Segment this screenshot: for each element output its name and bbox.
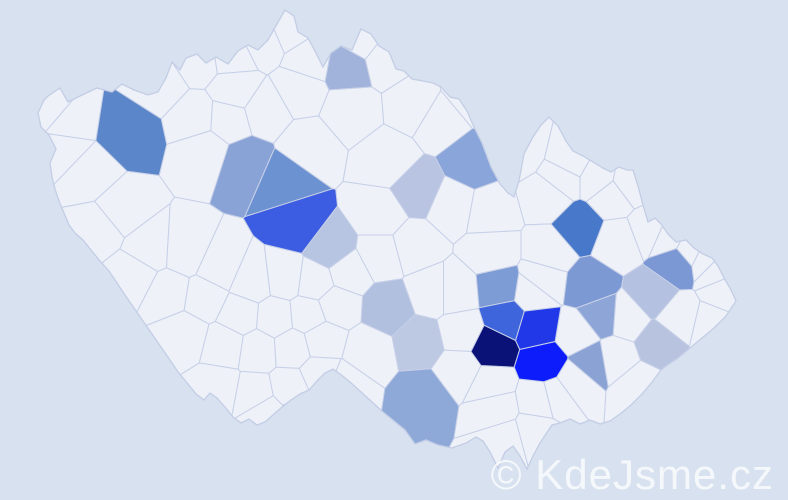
district-cell[interactable] <box>647 149 731 259</box>
district-cell[interactable] <box>282 393 375 500</box>
highlighted-district-far-east-slate[interactable] <box>642 247 695 291</box>
district-cell[interactable] <box>434 0 608 130</box>
district-cells[interactable] <box>14 0 774 500</box>
highlighted-district-east-medium[interactable] <box>550 198 605 258</box>
district-cell[interactable] <box>543 0 666 178</box>
highlighted-district-capital-blue[interactable] <box>242 188 339 254</box>
district-cell[interactable] <box>688 299 774 479</box>
district-cell[interactable] <box>204 69 268 109</box>
highlighted-district-west-large[interactable] <box>95 82 168 176</box>
district-cell[interactable] <box>691 106 774 284</box>
district-cell[interactable] <box>298 356 342 402</box>
district-cell[interactable] <box>691 200 775 292</box>
district-cell[interactable] <box>14 248 159 428</box>
highlighted-district-se-slate-small[interactable] <box>567 339 609 392</box>
highlighted-district-east-slate-2[interactable] <box>575 292 617 340</box>
district-cell[interactable] <box>14 309 210 479</box>
highlighted-district-se-slate[interactable] <box>475 264 520 309</box>
district-cell[interactable] <box>602 359 774 500</box>
highlighted-district-capital-east[interactable] <box>301 205 359 269</box>
district-cell[interactable] <box>612 0 774 210</box>
district-cell[interactable] <box>14 362 241 500</box>
country-outline <box>37 9 737 471</box>
